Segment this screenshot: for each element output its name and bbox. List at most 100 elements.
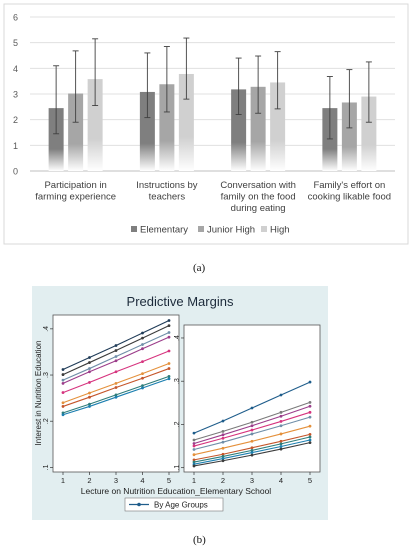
margin-point: [114, 395, 118, 399]
margin-point: [308, 404, 312, 408]
margin-point: [114, 393, 118, 397]
margin-point: [250, 428, 254, 432]
y-tick-label: .3: [174, 378, 181, 384]
margin-point: [279, 447, 283, 451]
margin-point: [308, 415, 312, 419]
margin-point: [88, 356, 91, 359]
margin-point: [308, 438, 312, 442]
legend-swatch: [261, 226, 267, 232]
y-tick-label: .4: [43, 326, 50, 332]
margin-point: [192, 431, 196, 435]
margin-point: [114, 344, 118, 347]
margin-point: [141, 384, 144, 388]
y-tick-label: 4: [13, 64, 18, 74]
margin-point: [250, 432, 254, 436]
x-tick-label: 3: [114, 476, 118, 485]
margin-point: [221, 440, 225, 444]
margin-point: [114, 349, 118, 352]
bar-elementary: [48, 108, 64, 171]
margin-point: [88, 367, 91, 370]
margin-point: [61, 391, 65, 394]
y-tick-label: .1: [174, 465, 181, 471]
x-tick-label: 2: [221, 476, 225, 485]
y-tick-label: .2: [43, 418, 50, 424]
margin-point: [61, 381, 65, 385]
y-tick-label: 5: [13, 38, 18, 48]
y-axis-label: Interest in Nutrition Education: [34, 341, 43, 446]
margin-point: [167, 362, 171, 365]
y-tick-label: 3: [13, 90, 18, 100]
margin-point: [88, 395, 91, 399]
x-tick-label: 5: [167, 476, 171, 485]
margin-point: [221, 433, 225, 437]
y-tick-label: 2: [13, 115, 18, 125]
bar-high: [87, 79, 103, 171]
margin-point: [141, 331, 144, 335]
margin-point: [61, 405, 65, 408]
margin-point: [308, 400, 312, 404]
legend-swatch: [198, 226, 204, 232]
x-category-label: Participation in: [44, 180, 106, 191]
y-tick-label: 1: [13, 141, 18, 151]
legend-swatch: [131, 226, 137, 232]
margin-point: [279, 410, 283, 414]
margin-point: [308, 424, 312, 428]
margin-point: [221, 446, 225, 450]
margin-point: [250, 439, 254, 443]
margin-point: [88, 402, 91, 406]
margin-point: [250, 453, 254, 457]
margin-point: [114, 386, 118, 389]
x-category-label: farming experience: [35, 192, 116, 203]
margin-point: [167, 319, 171, 322]
x-category-label: during eating: [231, 203, 286, 214]
legend-box: [124, 497, 224, 512]
margin-point: [308, 410, 312, 414]
legend-label: Elementary: [140, 225, 188, 236]
x-tick-label: 3: [250, 476, 254, 485]
x-tick-label: 1: [61, 476, 65, 485]
margin-point: [167, 324, 171, 328]
margin-point: [141, 372, 144, 376]
bar-junior-high: [159, 84, 175, 171]
margin-point: [114, 370, 118, 374]
x-axis-label: Lecture on Nutrition Education_Elementar…: [81, 486, 272, 496]
margin-point: [141, 376, 144, 380]
margin-point: [141, 336, 144, 340]
margin-point: [141, 360, 144, 364]
margin-point: [61, 373, 65, 376]
margin-point: [141, 386, 144, 390]
margin-point: [192, 453, 196, 457]
x-category-label: Conversation with: [220, 180, 296, 191]
margin-point: [61, 401, 65, 405]
margin-point: [167, 377, 171, 381]
legend-marker: [137, 502, 141, 507]
bar-junior-high: [341, 102, 357, 171]
bar-elementary: [322, 108, 338, 171]
caption-a: (a): [193, 262, 206, 274]
margin-point: [192, 460, 196, 464]
margin-point: [88, 391, 91, 395]
x-tick-label: 1: [192, 476, 196, 485]
margin-point: [221, 457, 225, 460]
bar-elementary: [139, 91, 155, 171]
margin-point: [308, 441, 312, 444]
margin-point: [88, 361, 91, 364]
x-category-label: Family's effort on: [313, 180, 385, 191]
margin-point: [308, 380, 312, 384]
x-category-label: family on the food: [221, 192, 296, 203]
y-tick-label: 0: [13, 167, 18, 177]
caption-b: (b): [193, 534, 206, 546]
margin-point: [279, 445, 283, 448]
margin-point: [167, 349, 171, 353]
margin-point: [279, 432, 283, 436]
margin-point: [167, 375, 171, 378]
margin-point: [308, 432, 312, 436]
margin-point: [141, 347, 144, 351]
x-category-label: cooking likable food: [308, 192, 391, 203]
margin-point: [114, 355, 118, 358]
margin-point: [192, 444, 196, 448]
margin-point: [221, 436, 225, 440]
